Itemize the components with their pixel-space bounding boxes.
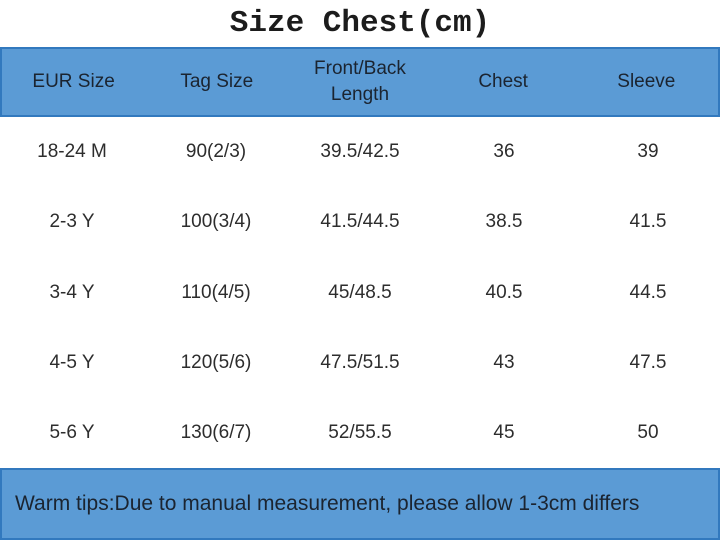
cell-front-back-length: 47.5/51.5 <box>320 351 400 373</box>
cell-tag-size: 100(3/4) <box>180 211 252 233</box>
table-row: 4-5 Y 120(5/6) 47.5/51.5 43 47.5 <box>0 328 720 398</box>
header-chest: Chest <box>478 71 528 93</box>
header-tag-size: Tag Size <box>180 71 254 93</box>
cell-sleeve: 39 <box>637 141 659 163</box>
cell-chest: 43 <box>493 351 515 373</box>
page-title-bar: Size Chest(cm) <box>0 0 720 47</box>
table-body: 18-24 M 90(2/3) 39.5/42.5 36 39 2-3 Y 10… <box>0 117 720 468</box>
page-title: Size Chest(cm) <box>229 6 491 41</box>
cell-tag-size: 90(2/3) <box>185 141 247 163</box>
table-row: 18-24 M 90(2/3) 39.5/42.5 36 39 <box>0 117 720 187</box>
cell-tag-size: 130(6/7) <box>180 421 252 443</box>
table-header-row: EUR Size Tag Size Front/Back Length Ches… <box>0 47 720 117</box>
header-sleeve: Sleeve <box>617 71 676 93</box>
cell-eur-size: 3-4 Y <box>49 281 95 303</box>
cell-chest: 40.5 <box>485 281 523 303</box>
cell-chest: 38.5 <box>485 211 523 233</box>
warm-tips-bar: Warm tips:Due to manual measurement, ple… <box>0 468 720 540</box>
cell-tag-size: 120(5/6) <box>180 351 252 373</box>
cell-front-back-length: 45/48.5 <box>328 281 392 303</box>
cell-eur-size: 4-5 Y <box>49 351 95 373</box>
table-row: 5-6 Y 130(6/7) 52/55.5 45 50 <box>0 398 720 468</box>
cell-chest: 36 <box>493 141 515 163</box>
cell-eur-size: 18-24 M <box>37 141 107 163</box>
cell-eur-size: 2-3 Y <box>49 211 95 233</box>
cell-sleeve: 41.5 <box>629 211 667 233</box>
table-row: 3-4 Y 110(4/5) 45/48.5 40.5 44.5 <box>0 257 720 327</box>
table-row: 2-3 Y 100(3/4) 41.5/44.5 38.5 41.5 <box>0 187 720 257</box>
warm-tips-text: Warm tips:Due to manual measurement, ple… <box>15 492 640 515</box>
cell-eur-size: 5-6 Y <box>49 421 95 443</box>
cell-tag-size: 110(4/5) <box>181 281 251 303</box>
cell-front-back-length: 52/55.5 <box>328 421 392 443</box>
cell-sleeve: 50 <box>637 421 659 443</box>
cell-sleeve: 44.5 <box>629 281 667 303</box>
header-front-back-length: Front/Back Length <box>314 58 406 105</box>
cell-chest: 45 <box>493 421 515 443</box>
cell-front-back-length: 39.5/42.5 <box>320 141 400 163</box>
cell-front-back-length: 41.5/44.5 <box>320 211 400 233</box>
cell-sleeve: 47.5 <box>629 351 667 373</box>
header-eur-size: EUR Size <box>32 71 115 93</box>
